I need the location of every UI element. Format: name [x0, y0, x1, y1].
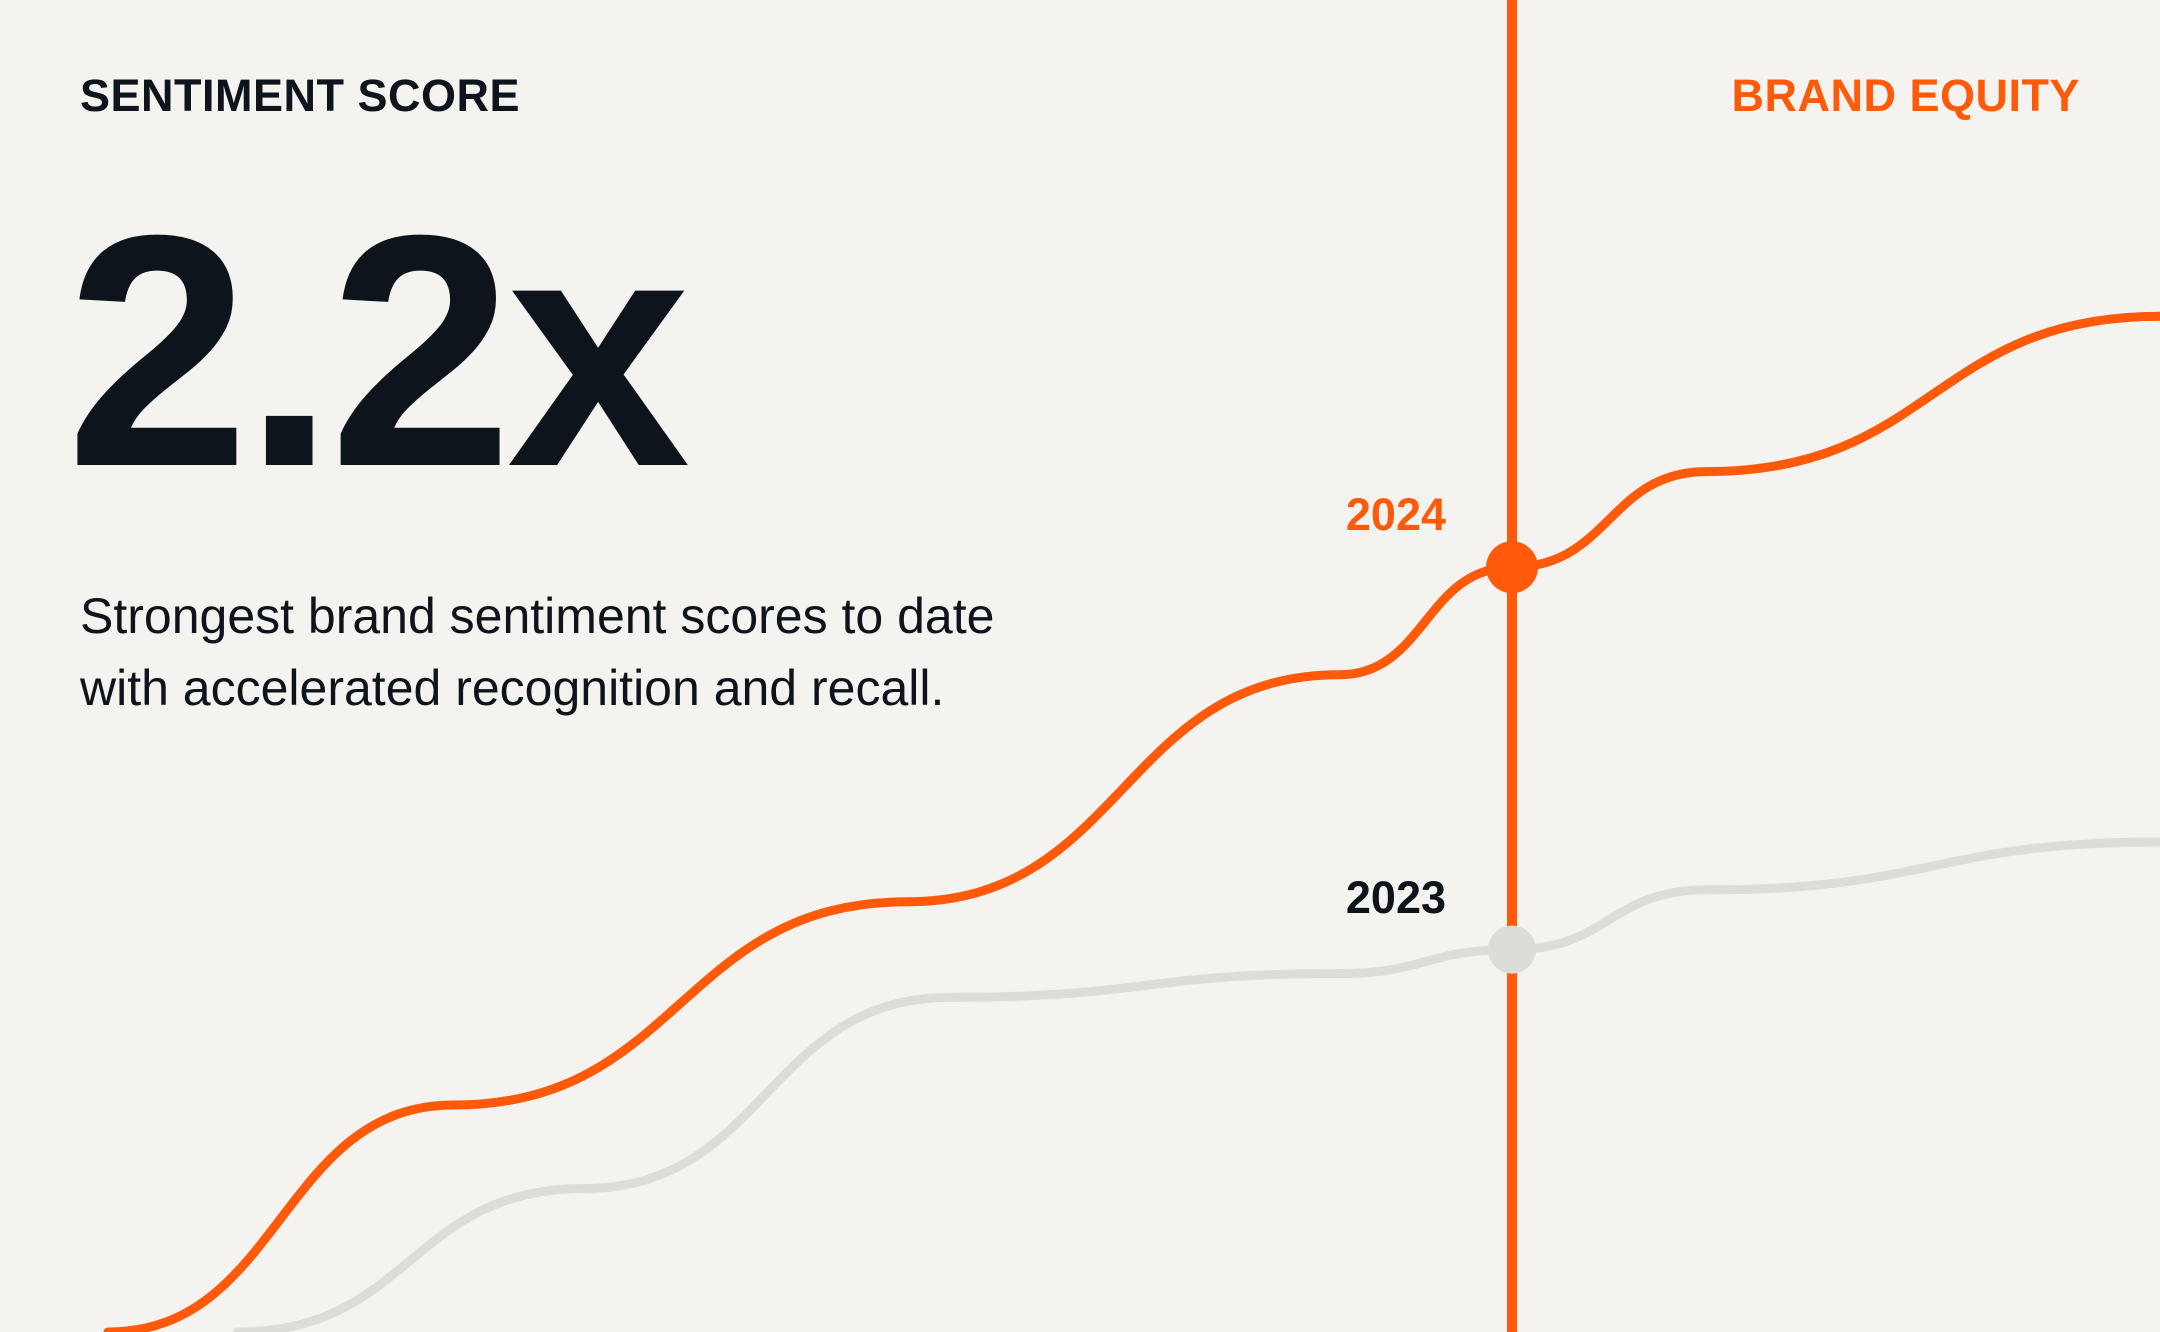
brand-equity-label: BRAND EQUITY — [1731, 70, 2080, 121]
series-line-2023 — [233, 837, 2160, 1332]
big-stat-value: 2.2x — [66, 166, 690, 535]
year-label-2023: 2023 — [1345, 871, 1446, 923]
series-line-2024 — [103, 311, 2160, 1332]
series-layer — [103, 311, 2160, 1332]
marker-layer — [1486, 541, 1538, 974]
marker-2024 — [1486, 541, 1538, 594]
stat-description: Strongest brand sentiment scores to date… — [80, 588, 995, 716]
year-label-2024: 2024 — [1345, 489, 1446, 541]
sentiment-score-label: SENTIMENT SCORE — [80, 70, 521, 121]
marker-2023 — [1488, 925, 1536, 974]
